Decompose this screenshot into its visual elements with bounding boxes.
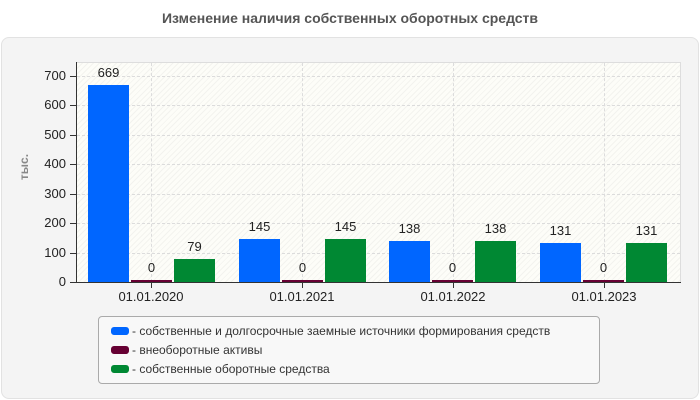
grid-line — [77, 194, 680, 195]
grid-line — [151, 63, 152, 282]
value-label: 145 — [334, 219, 357, 234]
y-tick — [70, 253, 76, 254]
legend-item[interactable]: - внеоборотные активы — [111, 341, 262, 359]
x-tick-label: 01.01.2022 — [420, 289, 486, 304]
bar[interactable] — [239, 239, 280, 282]
legend-swatch-icon — [111, 327, 129, 335]
value-label: 131 — [549, 223, 572, 238]
x-tick — [453, 283, 454, 288]
bar[interactable] — [583, 280, 624, 282]
x-tick-label: 01.01.2021 — [269, 289, 335, 304]
legend-label: - внеоборотные активы — [132, 343, 263, 357]
grid-line — [302, 63, 303, 282]
grid-line — [453, 63, 454, 282]
grid-line — [77, 223, 680, 224]
y-tick-label: 500 — [44, 127, 66, 142]
bar[interactable] — [131, 280, 172, 282]
y-tick — [70, 135, 76, 136]
y-axis — [76, 62, 77, 283]
x-tick — [302, 283, 303, 288]
grid-line — [77, 105, 680, 106]
bar[interactable] — [540, 243, 581, 282]
bar[interactable] — [432, 280, 473, 282]
y-tick-label: 400 — [44, 156, 66, 171]
legend-swatch-icon — [111, 346, 129, 354]
legend-label: - собственные и долгосрочные заемные ист… — [132, 324, 551, 338]
bar[interactable] — [88, 85, 129, 282]
x-tick-label: 01.01.2023 — [571, 289, 637, 304]
bar[interactable] — [475, 241, 516, 282]
y-tick — [70, 76, 76, 77]
grid-line — [77, 76, 680, 77]
legend: - собственные и долгосрочные заемные ист… — [98, 316, 600, 384]
value-label: 0 — [298, 260, 307, 275]
chart-title: Изменение наличия собственных оборотных … — [161, 10, 539, 26]
y-tick — [70, 223, 76, 224]
bar[interactable] — [174, 259, 215, 282]
value-label: 0 — [147, 260, 156, 275]
y-tick — [70, 105, 76, 106]
grid-line — [77, 135, 680, 136]
x-tick — [604, 283, 605, 288]
legend-item[interactable]: - собственные и долгосрочные заемные ист… — [111, 322, 550, 340]
y-tick — [70, 282, 76, 283]
value-label: 145 — [248, 219, 271, 234]
y-tick — [70, 194, 76, 195]
y-tick-label: 600 — [44, 97, 66, 112]
bar[interactable] — [389, 241, 430, 282]
x-axis — [76, 282, 681, 283]
legend-label: - собственные оборотные средства — [132, 362, 330, 376]
grid-line — [77, 253, 680, 254]
value-label: 0 — [448, 260, 457, 275]
y-tick-label: 100 — [44, 245, 66, 260]
y-tick-label: 700 — [44, 68, 66, 83]
bar[interactable] — [282, 280, 323, 282]
bar[interactable] — [325, 239, 366, 282]
y-axis-label: тыс. — [17, 153, 31, 181]
value-label: 79 — [187, 239, 202, 254]
y-tick-label: 300 — [44, 186, 66, 201]
value-label: 131 — [635, 223, 658, 238]
y-tick — [70, 164, 76, 165]
value-label: 669 — [97, 65, 120, 80]
value-label: 0 — [599, 260, 608, 275]
plot-area — [76, 62, 681, 283]
y-tick-label: 0 — [58, 274, 66, 289]
x-tick — [151, 283, 152, 288]
value-label: 138 — [398, 221, 421, 236]
legend-item[interactable]: - собственные оборотные средства — [111, 360, 330, 378]
bar[interactable] — [626, 243, 667, 282]
grid-line — [77, 164, 680, 165]
y-tick-label: 200 — [44, 215, 66, 230]
x-tick-label: 01.01.2020 — [118, 289, 184, 304]
grid-line — [604, 63, 605, 282]
legend-swatch-icon — [111, 365, 129, 373]
value-label: 138 — [484, 221, 507, 236]
